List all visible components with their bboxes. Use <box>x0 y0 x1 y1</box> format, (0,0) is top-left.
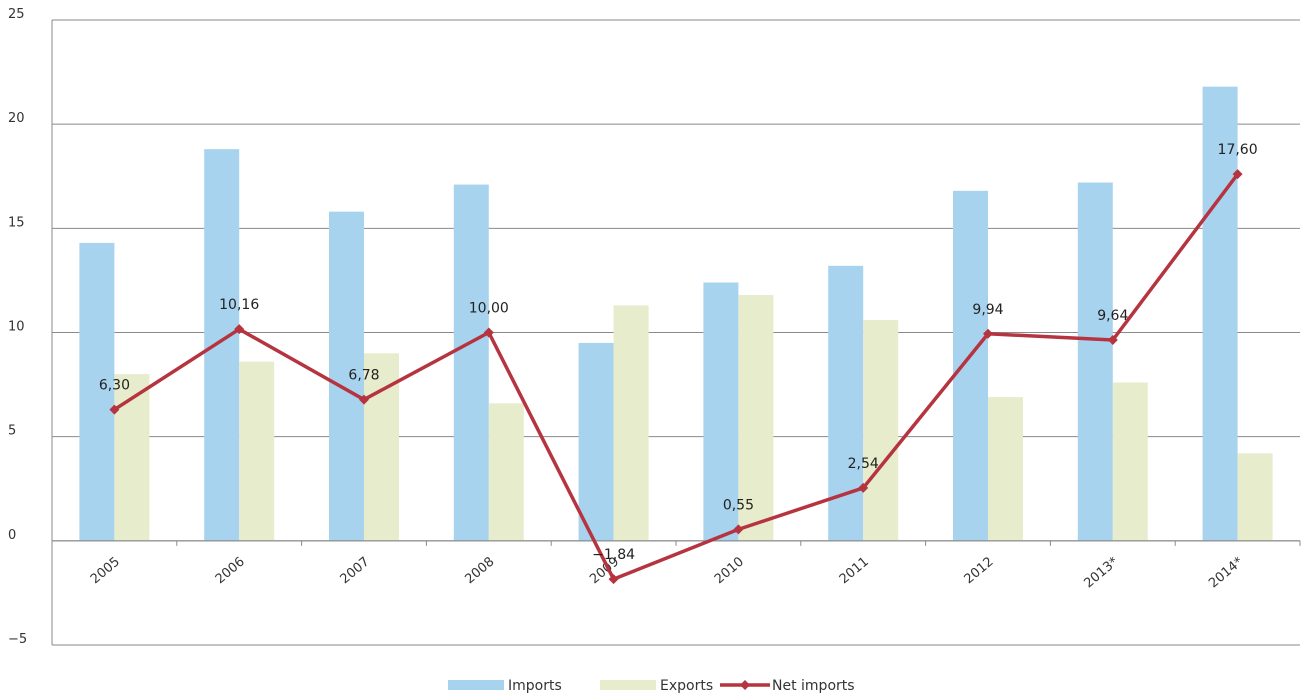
bar-exports <box>239 361 275 541</box>
y-axis-ticks: 25 20 15 10 5 0 −5 <box>8 7 27 647</box>
x-tick-label: 2008 <box>462 554 497 587</box>
x-tick-label: 2005 <box>88 554 123 587</box>
net-imports-point <box>359 394 369 405</box>
legend: Imports Exports Net imports <box>448 678 855 694</box>
bar-exports <box>488 403 524 541</box>
y-tick-label: 25 <box>8 7 25 22</box>
y-tick-label: 20 <box>8 111 25 126</box>
bar-exports <box>988 397 1023 541</box>
net-imports-data-label: 9,64 <box>1097 308 1128 324</box>
net-imports-series-line <box>113 173 1239 581</box>
net-imports-point <box>109 404 120 415</box>
legend-swatch-imports <box>448 680 504 690</box>
bar-imports <box>703 282 739 541</box>
bar-exports <box>738 295 774 541</box>
net-imports-point <box>1107 335 1118 345</box>
bar-exports <box>613 305 649 541</box>
x-tick-label: 2014* <box>1206 554 1246 591</box>
net-imports-point <box>733 524 744 535</box>
net-imports-point <box>983 328 993 339</box>
bar-imports <box>1077 182 1113 541</box>
data-labels: 6,30 10,16 6,78 10,00 −1,84 0,55 2,54 9,94 9,64 1… <box>99 142 1258 563</box>
y-tick-label: 10 <box>8 320 25 335</box>
bar-exports <box>863 320 899 541</box>
x-tick-label: 2011 <box>837 554 872 587</box>
net-imports-point <box>234 324 245 335</box>
bar-imports <box>1202 86 1238 541</box>
bar-exports <box>114 374 150 541</box>
bar-exports <box>1112 382 1148 541</box>
bar-imports <box>79 242 115 541</box>
legend-label-imports: Imports <box>508 678 562 694</box>
net-imports-data-label: 6,78 <box>348 368 379 384</box>
net-imports-point <box>483 327 494 338</box>
bar-imports <box>953 190 988 541</box>
bar-imports <box>453 184 489 541</box>
y-tick-label: 0 <box>8 528 16 543</box>
net-imports-point <box>1232 169 1243 180</box>
bar-imports <box>204 149 240 541</box>
net-imports-data-label: 10,00 <box>469 301 509 317</box>
net-imports-data-label: 2,54 <box>848 456 879 472</box>
legend-swatch-exports <box>600 680 656 690</box>
net-imports-point <box>608 574 619 585</box>
x-tick-label: 2010 <box>712 554 747 587</box>
bar-exports <box>1237 453 1273 541</box>
bar-imports <box>329 211 364 541</box>
x-tick-label: 2012 <box>962 554 997 587</box>
legend-label-net-imports: Net imports <box>772 678 855 694</box>
net-imports-data-label: 0,55 <box>723 497 754 513</box>
net-imports-data-label: 17,60 <box>1218 142 1258 158</box>
net-imports-data-label: 9,94 <box>972 302 1003 318</box>
y-tick-label: −5 <box>8 632 27 647</box>
bar-imports <box>578 342 614 541</box>
net-imports-line <box>109 169 1243 585</box>
legend-marker-net-imports <box>740 680 750 690</box>
net-imports-data-label: −1,84 <box>592 547 635 563</box>
net-imports-point <box>858 482 869 493</box>
x-tick-label: 2007 <box>338 554 373 587</box>
net-imports-data-label: 10,16 <box>219 297 259 313</box>
legend-label-exports: Exports <box>660 678 713 694</box>
x-axis: 2005 2006 2007 2008 2009 2010 2011 2012 2013* 201… <box>51 540 1301 591</box>
y-tick-label: 5 <box>8 424 16 439</box>
x-tick-label: 2006 <box>213 554 248 587</box>
net-imports-data-label: 6,30 <box>99 378 130 394</box>
x-tick-label: 2013* <box>1081 554 1121 591</box>
y-tick-label: 15 <box>8 215 25 230</box>
bars <box>79 86 1273 541</box>
